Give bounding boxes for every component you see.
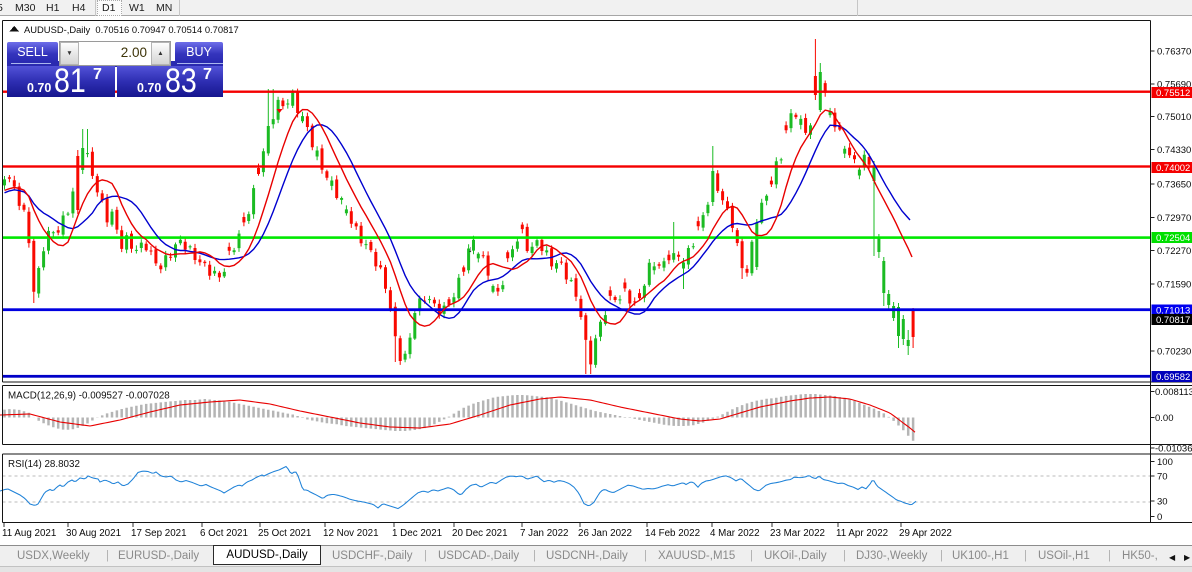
svg-text:11 Apr 2022: 11 Apr 2022 — [836, 528, 888, 539]
svg-text:0.75512: 0.75512 — [1156, 88, 1190, 99]
svg-text:4 Mar 2022: 4 Mar 2022 — [710, 528, 760, 539]
svg-text:0.73650: 0.73650 — [1157, 179, 1191, 190]
svg-text:1 Dec 2021: 1 Dec 2021 — [392, 528, 442, 539]
svg-text:-0.010367: -0.010367 — [1155, 443, 1192, 454]
svg-text:25 Oct 2021: 25 Oct 2021 — [258, 528, 311, 539]
svg-text:0.71590: 0.71590 — [1157, 279, 1191, 290]
svg-text:0.75010: 0.75010 — [1157, 112, 1191, 123]
svg-text:↓: ↓ — [468, 244, 473, 254]
svg-text:0.70817: 0.70817 — [1156, 315, 1190, 326]
svg-text:0.74330: 0.74330 — [1157, 145, 1191, 156]
svg-text:0.72970: 0.72970 — [1157, 213, 1191, 224]
svg-text:0.75690: 0.75690 — [1157, 79, 1191, 90]
svg-text:11 Aug 2021: 11 Aug 2021 — [2, 528, 56, 539]
svg-text:70: 70 — [1157, 471, 1168, 482]
svg-text:26 Jan 2022: 26 Jan 2022 — [578, 528, 632, 539]
svg-text:12 Nov 2021: 12 Nov 2021 — [323, 528, 379, 539]
svg-text:0: 0 — [1157, 512, 1162, 523]
svg-text:100: 100 — [1157, 457, 1173, 468]
svg-text:0.70230: 0.70230 — [1157, 346, 1191, 357]
svg-text:0.71013: 0.71013 — [1156, 305, 1190, 316]
svg-text:AUDUSD-,Daily 0.70516 0.70947: AUDUSD-,Daily 0.70516 0.70947 0.70514 0.… — [24, 24, 239, 35]
svg-text:RSI(14) 28.8032: RSI(14) 28.8032 — [8, 459, 80, 470]
svg-text:30 Aug 2021: 30 Aug 2021 — [66, 528, 121, 539]
svg-text:20 Dec 2021: 20 Dec 2021 — [452, 528, 508, 539]
svg-text:7 Jan 2022: 7 Jan 2022 — [520, 528, 568, 539]
svg-text:0.76370: 0.76370 — [1157, 46, 1191, 57]
svg-text:30: 30 — [1157, 496, 1168, 507]
svg-text:0.00: 0.00 — [1155, 413, 1174, 424]
svg-text:MACD(12,26,9) -0.009527 -0.007: MACD(12,26,9) -0.009527 -0.007028 — [8, 391, 170, 402]
svg-text:0.008113: 0.008113 — [1155, 387, 1192, 398]
svg-text:6 Oct 2021: 6 Oct 2021 — [200, 528, 248, 539]
svg-text:0.72270: 0.72270 — [1157, 246, 1191, 257]
svg-text:14 Feb 2022: 14 Feb 2022 — [645, 528, 700, 539]
svg-text:0.74002: 0.74002 — [1156, 163, 1190, 174]
svg-text:0.69582: 0.69582 — [1156, 372, 1190, 383]
svg-text:0.72504: 0.72504 — [1156, 233, 1190, 244]
svg-text:23 Mar 2022: 23 Mar 2022 — [770, 528, 825, 539]
svg-text:17 Sep 2021: 17 Sep 2021 — [131, 528, 187, 539]
svg-text:29 Apr 2022: 29 Apr 2022 — [899, 528, 952, 539]
